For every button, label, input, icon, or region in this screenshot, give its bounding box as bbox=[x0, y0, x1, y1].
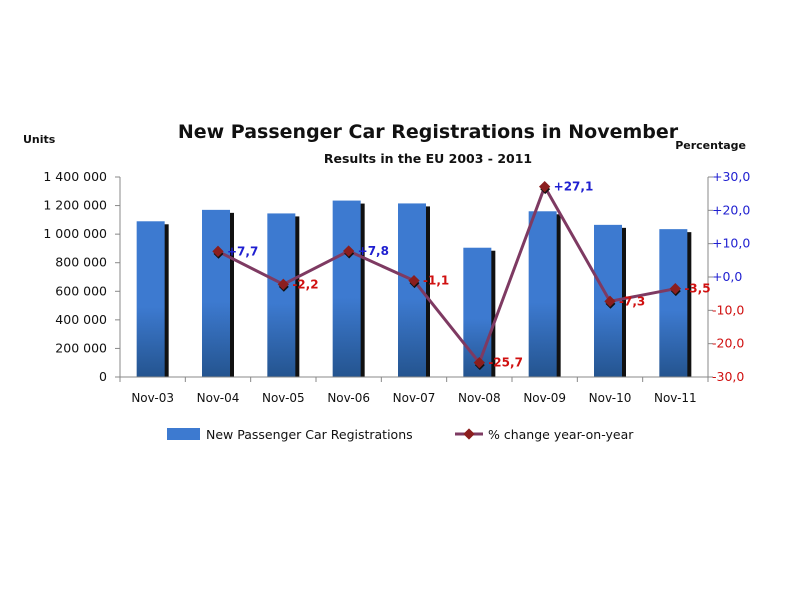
data-labels: +7,7 -2,2 +7,8 -1,1 -25,7 +27,1 -7,3 -3,5 bbox=[227, 180, 711, 370]
bar bbox=[332, 200, 361, 377]
legend-line-label: % change year-on-year bbox=[488, 427, 634, 442]
left-tick-label: 400 000 bbox=[55, 312, 107, 327]
left-tick-label: 0 bbox=[99, 369, 107, 384]
right-tick-label: +20,0 bbox=[712, 202, 750, 217]
pct-data-label: -7,3 bbox=[619, 294, 645, 308]
left-tick-label: 800 000 bbox=[55, 255, 107, 270]
axes bbox=[115, 176, 713, 382]
pct-marker bbox=[277, 278, 289, 290]
right-axis-title: Percentage bbox=[675, 139, 746, 152]
category-label: Nov-07 bbox=[393, 391, 436, 405]
bar bbox=[136, 221, 165, 377]
left-tick-label: 1 000 000 bbox=[43, 226, 107, 241]
pct-marker bbox=[604, 295, 616, 307]
right-tick-label: -20,0 bbox=[712, 336, 744, 351]
left-axis-title: Units bbox=[23, 133, 56, 146]
pct-marker bbox=[473, 357, 485, 369]
pct-data-label: -2,2 bbox=[292, 277, 318, 291]
left-tick-label: 200 000 bbox=[55, 340, 107, 355]
pct-data-label: -3,5 bbox=[684, 282, 710, 296]
category-label: Nov-09 bbox=[523, 391, 566, 405]
category-label: Nov-05 bbox=[262, 391, 305, 405]
pct-marker bbox=[539, 181, 551, 193]
pct-marker bbox=[343, 245, 355, 257]
bar bbox=[267, 213, 296, 377]
pct-marker bbox=[408, 275, 420, 287]
pct-data-label: +7,7 bbox=[227, 244, 258, 258]
category-label: Nov-03 bbox=[131, 391, 174, 405]
left-tick-label: 600 000 bbox=[55, 283, 107, 298]
legend-bar-label: New Passenger Car Registrations bbox=[206, 427, 413, 442]
category-label: Nov-08 bbox=[458, 391, 501, 405]
bar bbox=[659, 229, 688, 377]
right-tick-label: +30,0 bbox=[712, 169, 750, 184]
category-label: Nov-11 bbox=[654, 391, 697, 405]
bar bbox=[528, 211, 557, 377]
category-label: Nov-06 bbox=[327, 391, 370, 405]
pct-data-label: +7,8 bbox=[358, 244, 389, 258]
right-tick-label: -30,0 bbox=[712, 369, 744, 384]
right-tick-label: +0,0 bbox=[712, 269, 742, 284]
legend: New Passenger Car Registrations % change… bbox=[167, 427, 634, 442]
bar bbox=[202, 209, 230, 377]
left-tick-label: 1 400 000 bbox=[43, 169, 107, 184]
pct-data-label: -25,7 bbox=[488, 356, 523, 370]
chart-title: New Passenger Car Registrations in Novem… bbox=[178, 121, 679, 143]
chart-subtitle: Results in the EU 2003 - 2011 bbox=[324, 151, 532, 166]
bar bbox=[463, 247, 492, 377]
legend-line-marker bbox=[463, 428, 475, 440]
pct-marker bbox=[212, 245, 224, 257]
category-label: Nov-04 bbox=[197, 391, 240, 405]
tick-labels: 0 200 000 400 000 600 000 800 000 1 000 000 1 … bbox=[43, 169, 750, 405]
pct-change-line bbox=[217, 185, 676, 365]
pct-data-label: +27,1 bbox=[554, 180, 594, 194]
left-tick-label: 1 200 000 bbox=[43, 198, 107, 213]
bar-series bbox=[136, 200, 692, 377]
right-tick-label: -10,0 bbox=[712, 302, 744, 317]
legend-bar-swatch bbox=[167, 428, 200, 440]
line-series bbox=[212, 181, 681, 371]
right-tick-label: +10,0 bbox=[712, 236, 750, 251]
pct-data-label: -1,1 bbox=[423, 274, 449, 288]
pct-marker bbox=[669, 283, 681, 295]
category-label: Nov-10 bbox=[589, 391, 632, 405]
